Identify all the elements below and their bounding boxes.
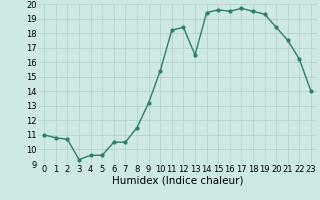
X-axis label: Humidex (Indice chaleur): Humidex (Indice chaleur) bbox=[112, 176, 243, 186]
